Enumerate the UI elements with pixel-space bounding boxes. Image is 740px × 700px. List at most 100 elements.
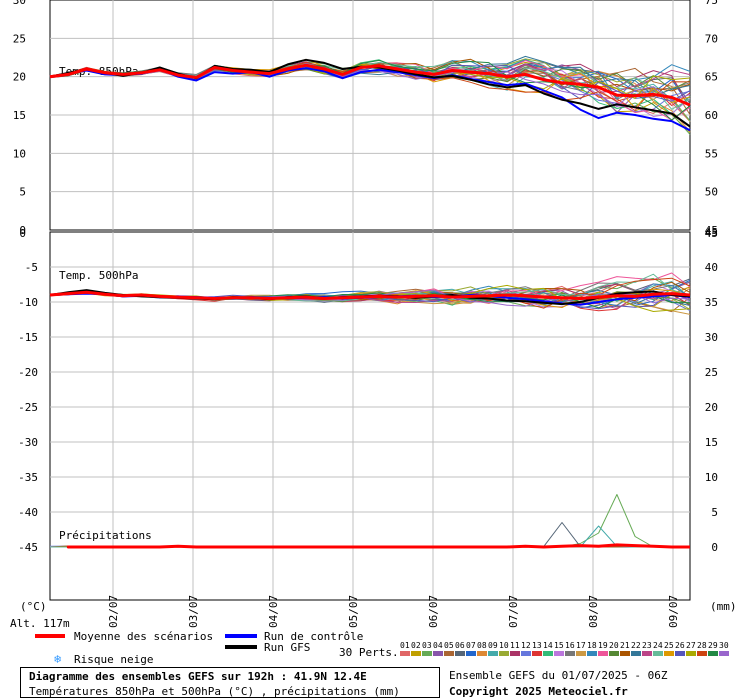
y-right-tick-label-500: 20 (705, 401, 718, 414)
member-color-swatch (554, 651, 564, 656)
member-number-label: 21 (620, 641, 630, 650)
member-number-label: 04 (433, 641, 443, 650)
member-color-swatch (708, 651, 718, 656)
copyright: Copyright 2025 Meteociel.fr (449, 685, 628, 698)
member-color-swatch (466, 651, 476, 656)
y-tick-label-850: 15 (13, 109, 26, 122)
member-color-swatch (433, 651, 443, 656)
y-tick-label-850: 30 (13, 0, 26, 7)
legend-perts-label: 30 Perts. (339, 646, 399, 659)
member-number-label: 07 (466, 641, 476, 650)
member-color-swatch (664, 651, 674, 656)
member-number-label: 25 (664, 641, 674, 650)
y-tick-label-850: 5 (19, 186, 26, 199)
member-number-label: 20 (609, 641, 619, 650)
x-tick-label: 02/07 (107, 595, 120, 628)
member-number-label: 14 (543, 641, 553, 650)
member-number-label: 01 (400, 641, 410, 650)
member-color-swatch (400, 651, 410, 656)
run-info: Ensemble GEFS du 01/07/2025 - 06Z (449, 669, 668, 682)
member-number-label: 08 (477, 641, 487, 650)
y-tick-label-500: -40 (18, 506, 38, 519)
y-right-tick-label-850: 65 (705, 71, 718, 84)
y-right-tick-label-850: 60 (705, 109, 718, 122)
member-color-swatch (565, 651, 575, 656)
altitude-label: Alt. 117m (10, 617, 70, 630)
y-right-tick-label-850: 50 (705, 186, 718, 199)
mean-850-line (49, 63, 691, 107)
gefs-ensemble-chart: 02/07 03/07 04/07 05/07 06/07 07/07 08/07 09/07… (10, 0, 737, 665)
x-tick-label: 07/07 (507, 595, 520, 628)
member-color-swatch (598, 651, 608, 656)
mean-precip-line (66, 543, 690, 549)
member-number-label: 22 (631, 641, 641, 650)
snow-icon: ❄ (54, 652, 61, 665)
member-color-swatch (719, 651, 729, 656)
x-tick-label: 06/07 (427, 595, 440, 628)
x-tick-label: 09/07 (667, 595, 680, 628)
y-right-tick-label-500: 40 (705, 261, 718, 274)
member-color-swatch (697, 651, 707, 656)
legend-mean-label: Moyenne des scénarios (74, 630, 213, 643)
legend-control-label: Run de contrôle (264, 630, 363, 643)
y-tick-label-500: -45 (18, 541, 38, 554)
member-number-label: 23 (642, 641, 652, 650)
member-color-swatch (631, 651, 641, 656)
y-tick-label-850: 10 (13, 147, 26, 160)
member-number-label: 05 (444, 641, 454, 650)
member-color-swatch (653, 651, 663, 656)
y-right-tick-label-500: 15 (705, 436, 718, 449)
precip-label: Précipitations (59, 529, 152, 542)
y-right-tick-label-850: 75 (705, 0, 718, 7)
x-tick-label: 03/07 (187, 595, 200, 628)
y-tick-label-850: 25 (13, 32, 26, 45)
member-number-label: 15 (554, 641, 564, 650)
member-number-label: 11 (510, 641, 520, 650)
member-color-swatch (543, 651, 553, 656)
y-right-tick-label-500: 30 (705, 331, 718, 344)
y-right-tick-label-850: 45 (705, 224, 718, 237)
member-color-swatch (422, 651, 432, 656)
mean-500-line (49, 290, 691, 300)
member-number-label: 06 (455, 641, 465, 650)
y-tick-label-500: -30 (18, 436, 38, 449)
member-number-label: 12 (521, 641, 531, 650)
y-tick-label-850: 0 (19, 224, 26, 237)
member-number-label: 19 (598, 641, 608, 650)
y-tick-label-500: -10 (18, 296, 38, 309)
y-right-tick-label-500: 10 (705, 471, 718, 484)
member-number-label: 03 (422, 641, 432, 650)
y-right-tick-label-850: 70 (705, 32, 718, 45)
member-color-swatch (455, 651, 465, 656)
member-color-swatch (587, 651, 597, 656)
member-color-swatch (411, 651, 421, 656)
y-tick-label-500: -15 (18, 331, 38, 344)
y-tick-label-500: -5 (25, 261, 38, 274)
y-right-tick-label-500: 25 (705, 366, 718, 379)
member-color-swatch (609, 651, 619, 656)
x-tick-label: 08/07 (587, 595, 600, 628)
member-number-label: 17 (576, 641, 586, 650)
member-number-label: 26 (675, 641, 685, 650)
member-color-swatch (477, 651, 487, 656)
chart-title-box: Diagramme des ensembles GEFS sur 192h : … (20, 667, 440, 698)
chart-subtitle: Températures 850hPa et 500hPa (°C) , pré… (29, 685, 400, 698)
y-right-tick-label-500: 0 (711, 541, 718, 554)
legend-gfs-label: Run GFS (264, 641, 310, 654)
member-number-label: 13 (532, 641, 542, 650)
y-tick-label-500: -25 (18, 401, 38, 414)
member-color-swatch (510, 651, 520, 656)
member-color-swatch (499, 651, 509, 656)
y-right-tick-label-850: 55 (705, 147, 718, 160)
legend-snow-label: Risque neige (74, 653, 153, 665)
member-color-swatch (444, 651, 454, 656)
member-number-label: 16 (565, 641, 575, 650)
member-color-swatch (675, 651, 685, 656)
member-number-label: 18 (587, 641, 597, 650)
y-right-tick-label-500: 45 (705, 226, 718, 239)
unit-left: (°C) (20, 600, 47, 613)
member-color-swatch (521, 651, 531, 656)
y-tick-label-850: 20 (13, 71, 26, 84)
x-tick-label: 05/07 (347, 595, 360, 628)
member-color-swatch (488, 651, 498, 656)
